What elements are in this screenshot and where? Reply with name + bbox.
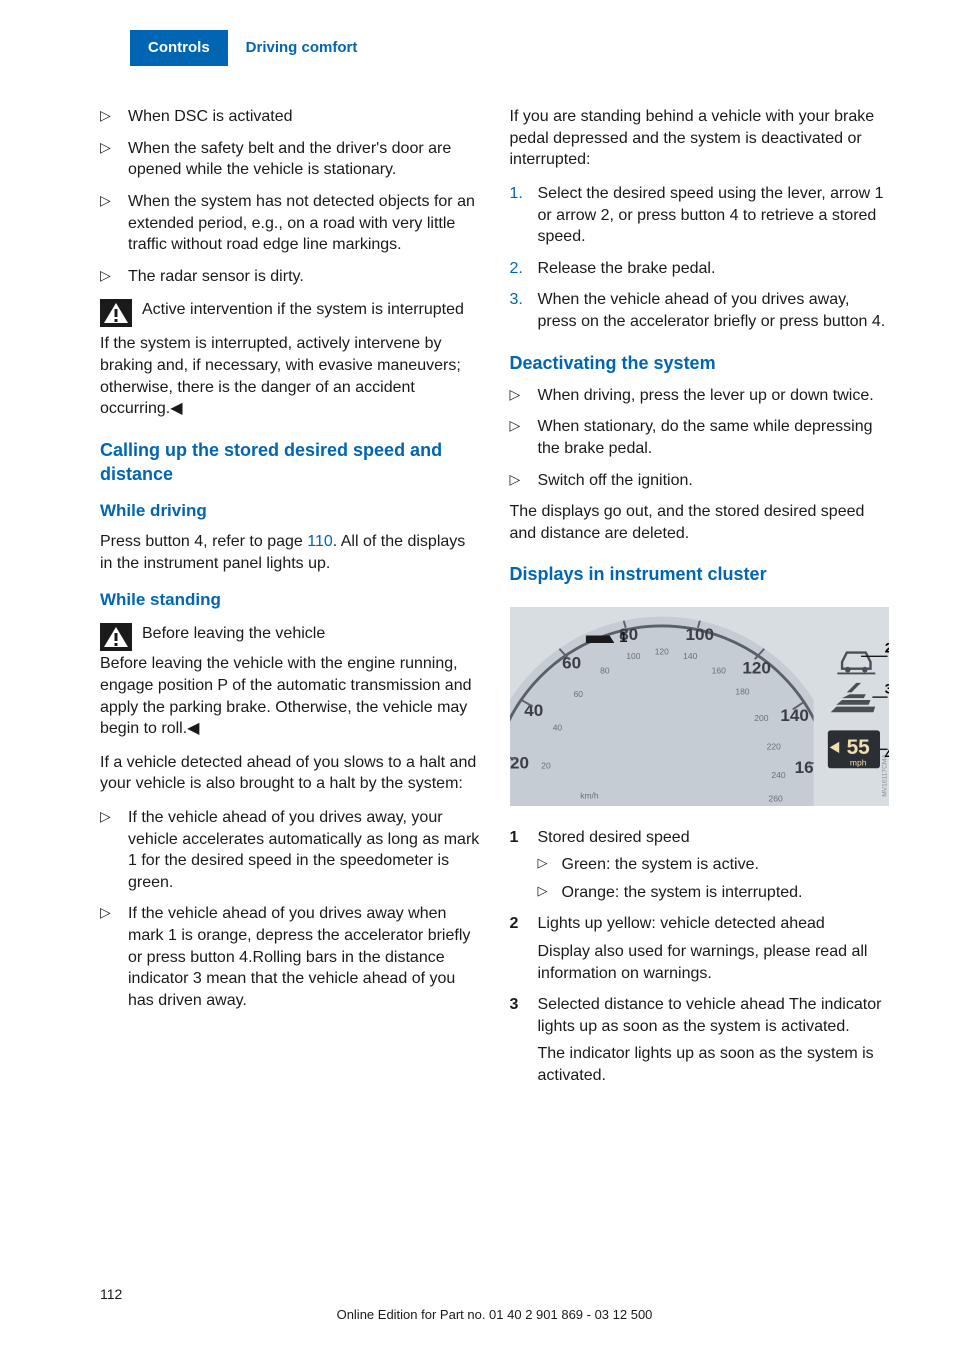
svg-text:60: 60 [573, 689, 583, 699]
right-column: If you are standing behind a vehicle wit… [510, 106, 890, 1096]
left-column: When DSC is activated When the safety be… [100, 106, 480, 1096]
legend-text2: The indicator lights up as soon as the s… [538, 1043, 890, 1086]
figure-watermark: MV10117CMA [881, 753, 888, 796]
figure-legend: 1 Stored desired speed Green: the system… [510, 827, 890, 1087]
step-num: 3. [510, 289, 523, 311]
svg-text:40: 40 [552, 722, 562, 732]
warning-icon [100, 623, 132, 651]
list-item: If the vehicle ahead of you drives away,… [100, 807, 480, 893]
legend-item-1: 1 Stored desired speed Green: the system… [510, 827, 890, 904]
set-speed-value: 55 [846, 736, 870, 759]
bullet-list-2: If the vehicle ahead of you drives away,… [100, 807, 480, 1011]
tab-controls: Controls [130, 30, 228, 66]
heading-displays-cluster: Displays in instrument cluster [510, 562, 890, 586]
list-item: Switch off the ignition. [510, 470, 890, 492]
svg-text:240: 240 [771, 770, 785, 780]
page-number: 112 [100, 1285, 122, 1304]
heading-calling-up: Calling up the stored desired speed and … [100, 438, 480, 487]
legend-sub-item: Orange: the system is interrupted. [538, 882, 890, 904]
legend-text: Stored desired speed [538, 829, 690, 846]
svg-text:120: 120 [742, 658, 770, 677]
list-item: When DSC is activated [100, 106, 480, 128]
svg-text:2: 2 [884, 640, 889, 656]
bullet-list-1: When DSC is activated When the safety be… [100, 106, 480, 287]
list-item: When stationary, do the same while depre… [510, 416, 890, 459]
svg-text:260: 260 [768, 793, 782, 803]
numbered-steps: 1. Select the desired speed using the lev… [510, 183, 890, 333]
para-vehicle-slows: If a vehicle detected ahead of you slows… [100, 752, 480, 795]
legend-num: 3 [510, 994, 519, 1016]
legend-num: 2 [510, 913, 519, 935]
para-standing-behind: If you are standing behind a vehicle wit… [510, 106, 890, 171]
list-item: The radar sensor is dirty. [100, 266, 480, 288]
footer-text: Online Edition for Part no. 01 40 2 901 … [100, 1306, 889, 1324]
warning-body: If the system is interrupted, actively i… [100, 333, 480, 419]
warning-1: Active intervention if the system is int… [100, 299, 480, 327]
legend-sub-item: Green: the system is active. [538, 854, 890, 876]
list-item: If the vehicle ahead of you drives away … [100, 903, 480, 1011]
content-columns: When DSC is activated When the safety be… [100, 106, 889, 1096]
svg-text:1: 1 [619, 629, 627, 646]
list-item: When the safety belt and the driver's do… [100, 138, 480, 181]
step-text: Release the brake pedal. [538, 260, 716, 277]
svg-text:20: 20 [510, 753, 529, 772]
set-speed-unit: mph [849, 757, 866, 767]
para-press-button: Press button 4, refer to page 110. All o… [100, 531, 480, 574]
warning-icon [100, 299, 132, 327]
legend-text: Selected distance to vehicle ahead The i… [538, 996, 882, 1035]
heading-while-standing: While standing [100, 589, 480, 612]
svg-text:20: 20 [541, 760, 551, 770]
svg-text:200: 200 [754, 713, 768, 723]
svg-text:km/h: km/h [580, 790, 599, 800]
warning-body-2: Before leaving the vehicle with the engi… [100, 653, 480, 739]
svg-text:120: 120 [654, 646, 668, 656]
legend-text2: Display also used for warnings, please r… [538, 941, 890, 984]
step-item: 3. When the vehicle ahead of you drives a… [510, 289, 890, 332]
warning-title: Active intervention if the system is int… [142, 299, 480, 321]
page-footer: 112 Online Edition for Part no. 01 40 2 … [100, 1286, 889, 1324]
step-num: 1. [510, 183, 523, 205]
svg-text:220: 220 [766, 741, 780, 751]
legend-num: 1 [510, 827, 519, 849]
svg-text:180: 180 [735, 686, 749, 696]
bullet-list-deactivate: When driving, press the lever up or down… [510, 385, 890, 491]
heading-deactivating: Deactivating the system [510, 351, 890, 375]
legend-text: Lights up yellow: vehicle detected ahead [538, 915, 825, 932]
step-item: 1. Select the desired speed using the lev… [510, 183, 890, 248]
svg-text:100: 100 [685, 625, 713, 644]
step-num: 2. [510, 258, 523, 280]
page-link-110[interactable]: 110 [307, 533, 333, 550]
svg-text:3: 3 [884, 681, 889, 697]
text: Press button 4, refer to page [100, 533, 307, 550]
para-displays-go-out: The displays go out, and the stored desi… [510, 501, 890, 544]
warning-title: Before leaving the vehicle [142, 623, 480, 645]
step-item: 2. Release the brake pedal. [510, 258, 890, 280]
warning-2: Before leaving the vehicle [100, 623, 480, 651]
tab-driving-comfort: Driving comfort [228, 30, 376, 66]
instrument-cluster-figure: 20 40 60 80 100 120 140 160 20 40 60 80 … [510, 607, 890, 806]
step-text: When the vehicle ahead of you drives awa… [538, 291, 886, 330]
svg-text:60: 60 [562, 653, 581, 672]
legend-item-2: 2 Lights up yellow: vehicle detected ahe… [510, 913, 890, 984]
legend-sublist: Green: the system is active. Orange: the… [538, 854, 890, 903]
legend-item-3: 3 Selected distance to vehicle ahead The… [510, 994, 890, 1086]
step-text: Select the desired speed using the lever… [538, 185, 884, 245]
header-tabs: Controls Driving comfort [130, 30, 889, 66]
svg-text:80: 80 [600, 665, 610, 675]
svg-text:100: 100 [626, 651, 640, 661]
svg-text:140: 140 [683, 651, 697, 661]
svg-text:160: 160 [711, 665, 725, 675]
list-item: When the system has not detected objects… [100, 191, 480, 256]
heading-while-driving: While driving [100, 500, 480, 523]
list-item: When driving, press the lever up or down… [510, 385, 890, 407]
